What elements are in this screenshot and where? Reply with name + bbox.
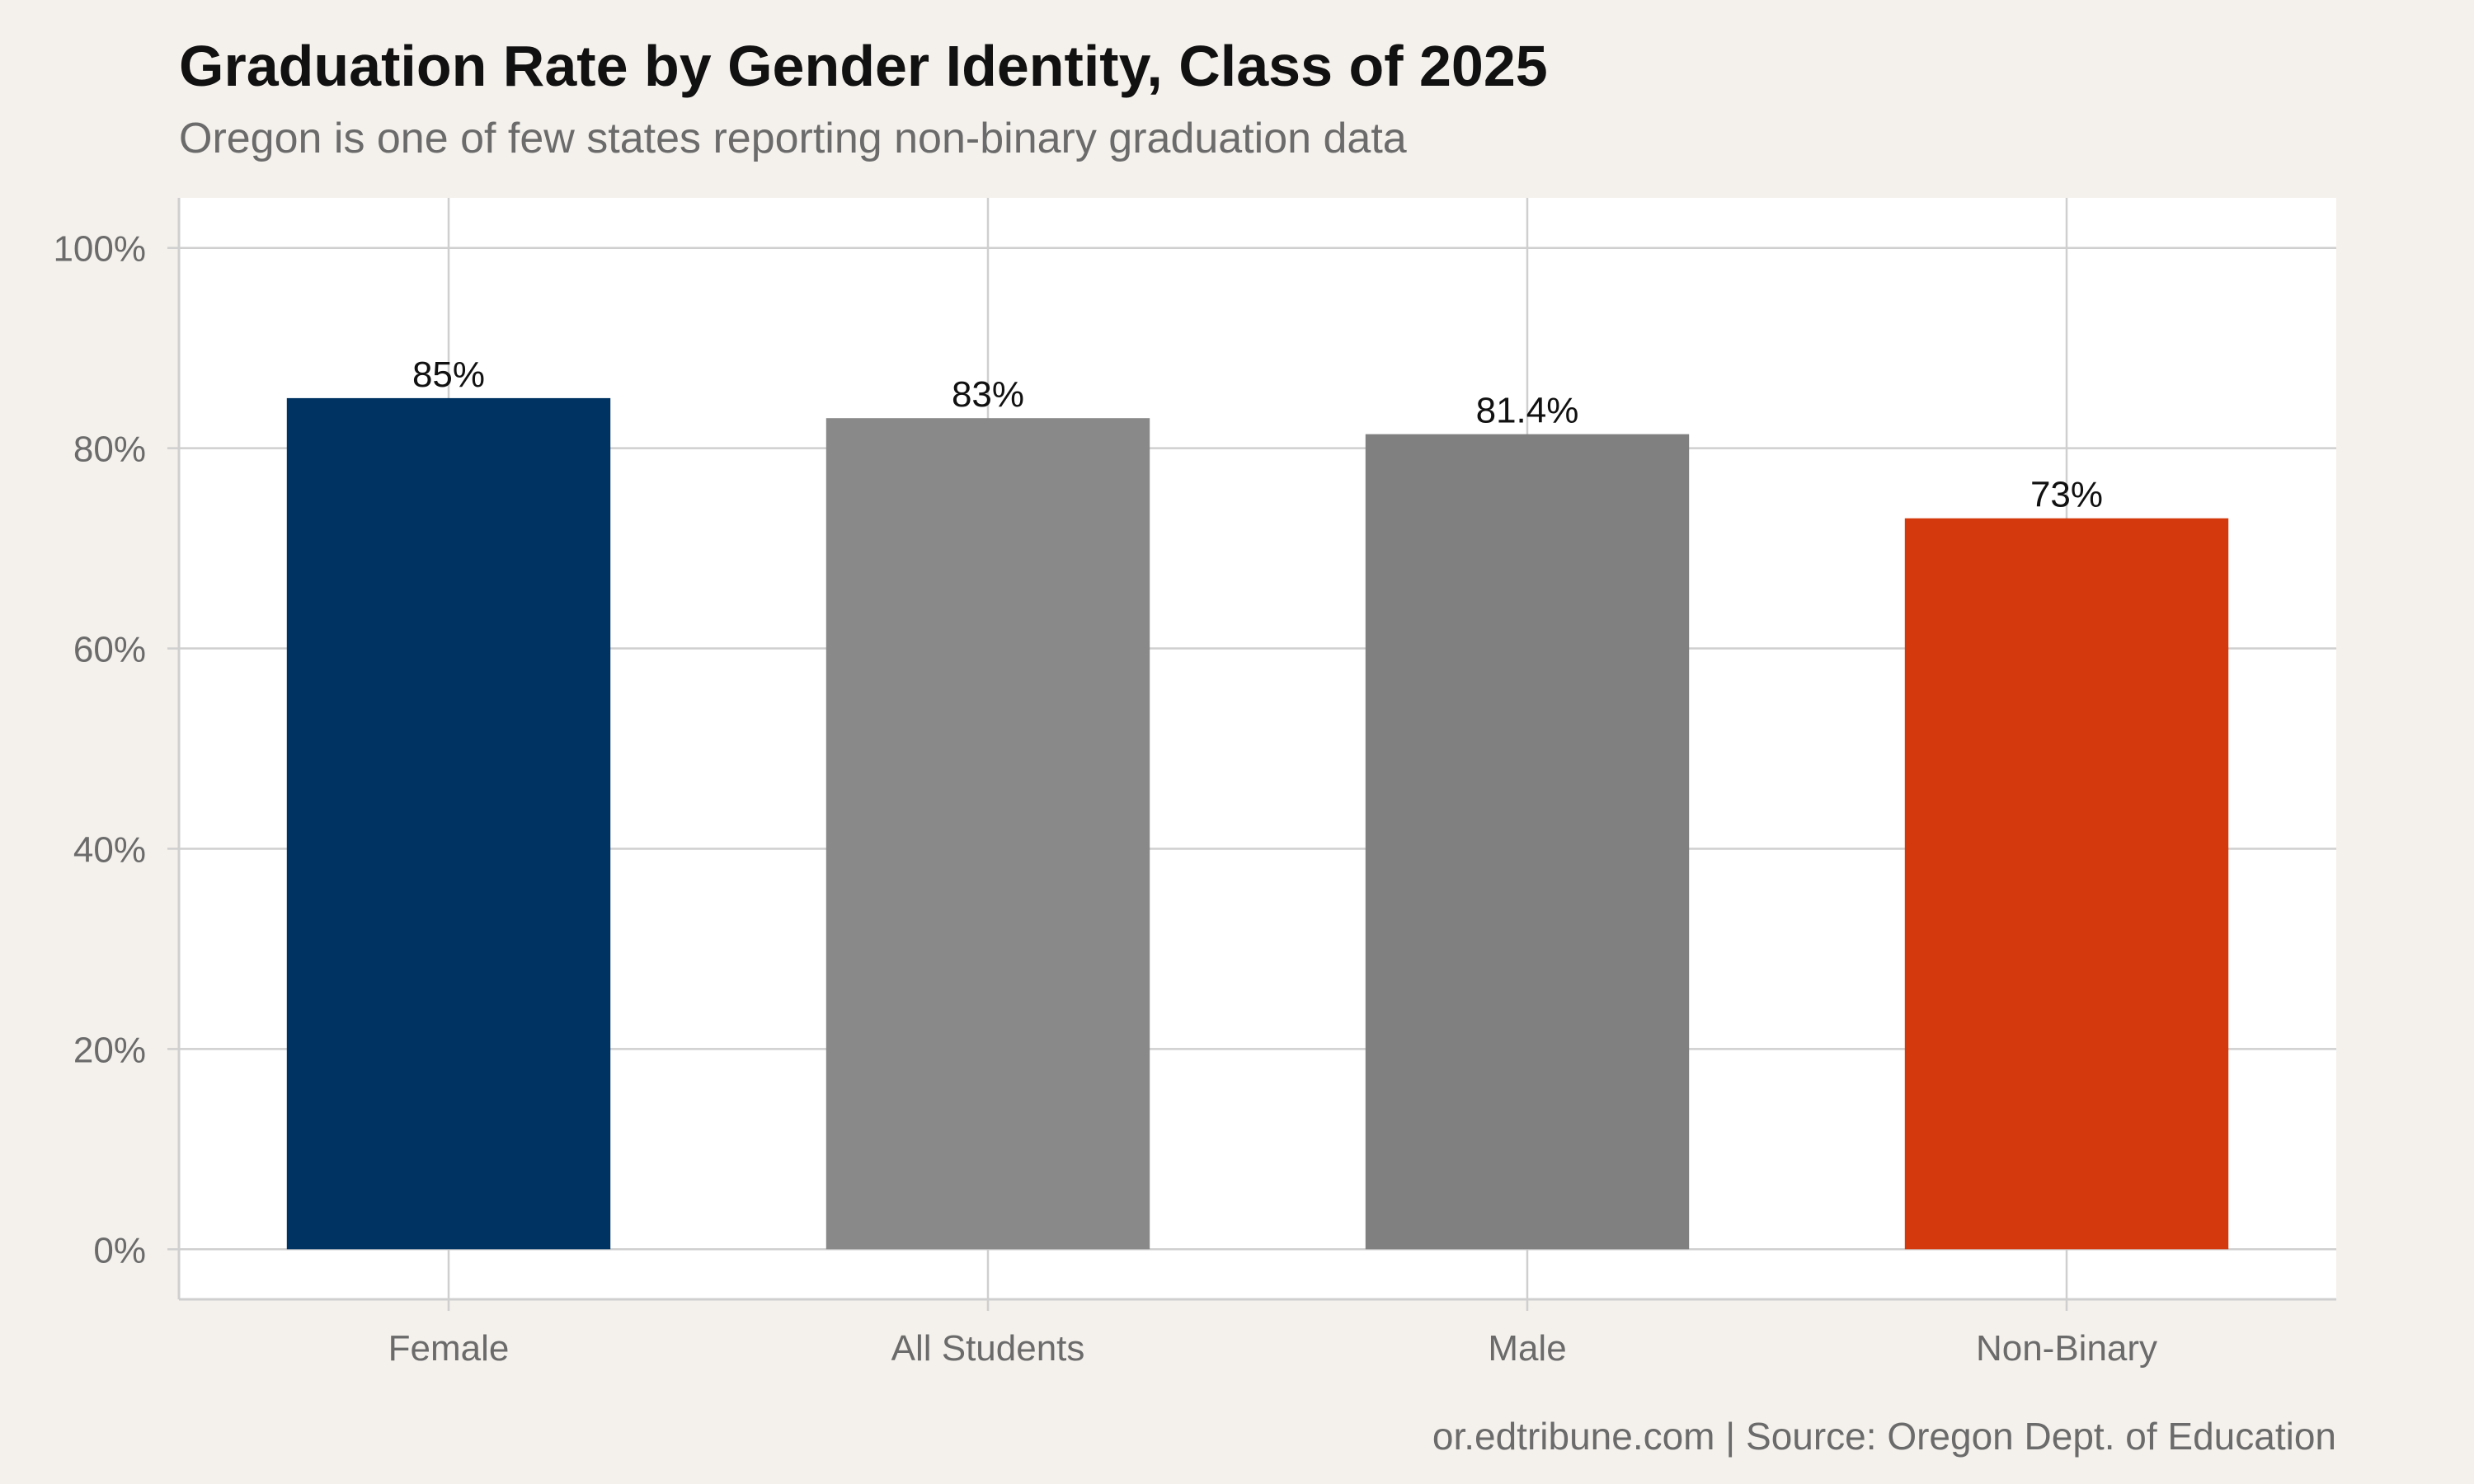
bar-male (1365, 434, 1690, 1250)
bar-all-students (825, 418, 1150, 1250)
y-tick-label: 100% (53, 229, 146, 270)
x-tick-label: Female (388, 1328, 510, 1369)
chart-subtitle: Oregon is one of few states reporting no… (179, 115, 1407, 162)
x-tick-label: Male (1488, 1328, 1566, 1369)
y-tick-label: 20% (73, 1030, 146, 1070)
bar-value-label: 81.4% (1476, 391, 1579, 431)
chart-title: Graduation Rate by Gender Identity, Clas… (179, 34, 1548, 98)
bars (286, 397, 2229, 1250)
y-tick-label: 0% (93, 1230, 146, 1270)
x-tick-label: All Students (891, 1328, 1085, 1369)
bar-value-label: 73% (2030, 475, 2103, 515)
bar-non-binary (1904, 518, 2229, 1250)
bar-female (286, 397, 611, 1250)
bar-value-label: 85% (412, 355, 485, 395)
bar-value-label: 83% (952, 374, 1024, 415)
value-labels: 85% 83% 81.4% 73% (412, 355, 2103, 515)
y-tick-label: 60% (73, 630, 146, 670)
y-tick-label: 80% (73, 430, 146, 470)
x-tick-label: Non-Binary (1976, 1328, 2157, 1369)
y-tick-label: 40% (73, 829, 146, 870)
chart-caption: or.edtribune.com | Source: Oregon Dept. … (1432, 1415, 2336, 1458)
axes: 0% 20% 40% 60% 80% 100% Female All Students Male… (53, 198, 2336, 1369)
